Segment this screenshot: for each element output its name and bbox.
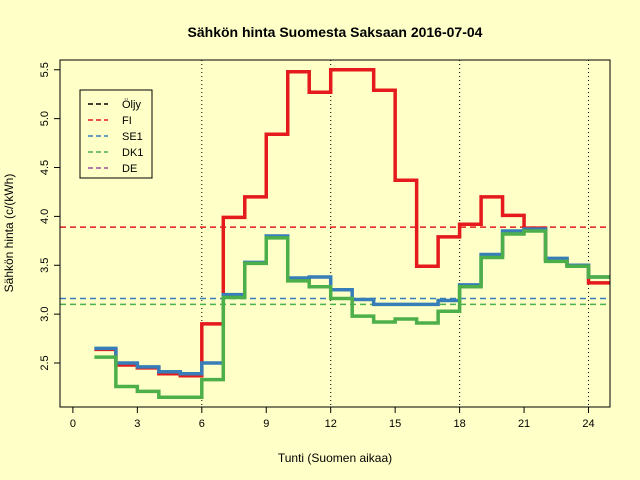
y-tick-label: 2.5 bbox=[39, 355, 51, 370]
x-tick-label: 3 bbox=[134, 418, 140, 430]
y-tick-label: 3.5 bbox=[39, 258, 51, 273]
legend-label: FI bbox=[122, 115, 132, 127]
x-tick-label: 9 bbox=[263, 418, 269, 430]
series-line-dk1 bbox=[94, 229, 610, 399]
legend-label: Öljy bbox=[122, 99, 141, 111]
legend-label: DE bbox=[122, 163, 137, 175]
chart-title: Sähkön hinta Suomesta Saksaan 2016-07-04 bbox=[188, 24, 483, 40]
plot-frame bbox=[59, 59, 611, 408]
x-tick-label: 18 bbox=[453, 418, 465, 430]
y-tick-label: 4.0 bbox=[39, 209, 51, 224]
plot-area bbox=[60, 60, 610, 407]
legend: Öljy FI SE1 DK1 DE bbox=[79, 89, 153, 179]
y-tick-label: 3.0 bbox=[39, 306, 51, 321]
y-tick-label: 5.5 bbox=[39, 62, 51, 77]
x-tick-label: 0 bbox=[70, 418, 76, 430]
legend-box bbox=[79, 89, 153, 179]
x-tick-label: 12 bbox=[325, 418, 337, 430]
y-tick-label: 4.5 bbox=[39, 160, 51, 175]
y-tick-label: 5.0 bbox=[39, 111, 51, 126]
y-axis-label: Sähkön hinta (c/(kWh) bbox=[2, 174, 16, 293]
x-axis-label: Tunti (Suomen aikaa) bbox=[278, 451, 392, 465]
series-line-fi bbox=[94, 68, 610, 378]
x-tick-label: 6 bbox=[199, 418, 205, 430]
x-tick-label: 21 bbox=[518, 418, 530, 430]
legend-label: SE1 bbox=[122, 131, 143, 143]
x-tick-label: 15 bbox=[389, 418, 401, 430]
legend-label: DK1 bbox=[122, 147, 143, 159]
x-tick-label: 24 bbox=[582, 418, 594, 430]
